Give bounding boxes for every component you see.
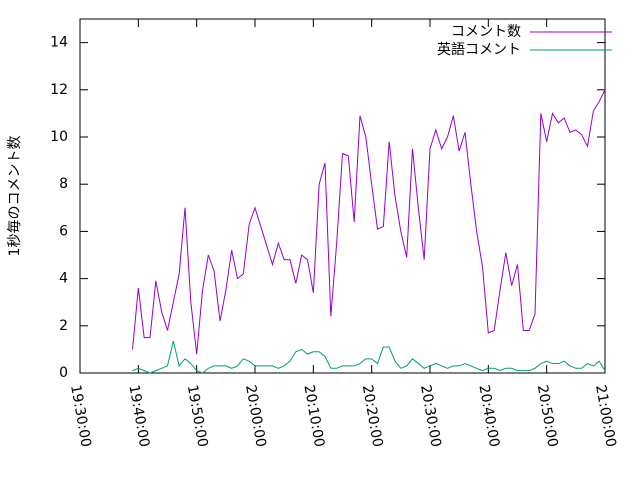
y-tick-label: 6 (59, 223, 68, 239)
legend-label: 英語コメント (437, 41, 521, 58)
y-tick-label: 2 (59, 318, 68, 334)
plot-border (79, 18, 606, 374)
y-tick-label: 0 (59, 365, 68, 381)
x-tick-label: 19:30:00 (67, 384, 94, 449)
x-tick-label: 19:40:00 (125, 384, 152, 449)
y-tick-label: 8 (59, 176, 68, 192)
x-tick-label: 20:00:00 (242, 384, 269, 449)
legend-label: コメント数 (451, 24, 521, 40)
x-tick-label: 20:50:00 (534, 384, 561, 449)
y-tick-label: 10 (50, 129, 68, 145)
x-tick-label: 19:50:00 (184, 384, 211, 449)
x-tick-label: 20:40:00 (475, 384, 502, 449)
x-tick-label: 20:20:00 (359, 384, 386, 449)
y-tick-label: 4 (59, 271, 68, 287)
x-tick-label: 20:30:00 (417, 384, 444, 449)
series-line (132, 341, 606, 374)
series-line (132, 89, 606, 355)
x-tick-label: 20:10:00 (300, 384, 327, 449)
y-tick-label: 14 (50, 35, 68, 51)
y-axis-label: 1秒毎のコメント数 (7, 136, 23, 257)
y-tick-label: 12 (50, 82, 68, 98)
x-tick-label: 21:00:00 (592, 384, 619, 449)
